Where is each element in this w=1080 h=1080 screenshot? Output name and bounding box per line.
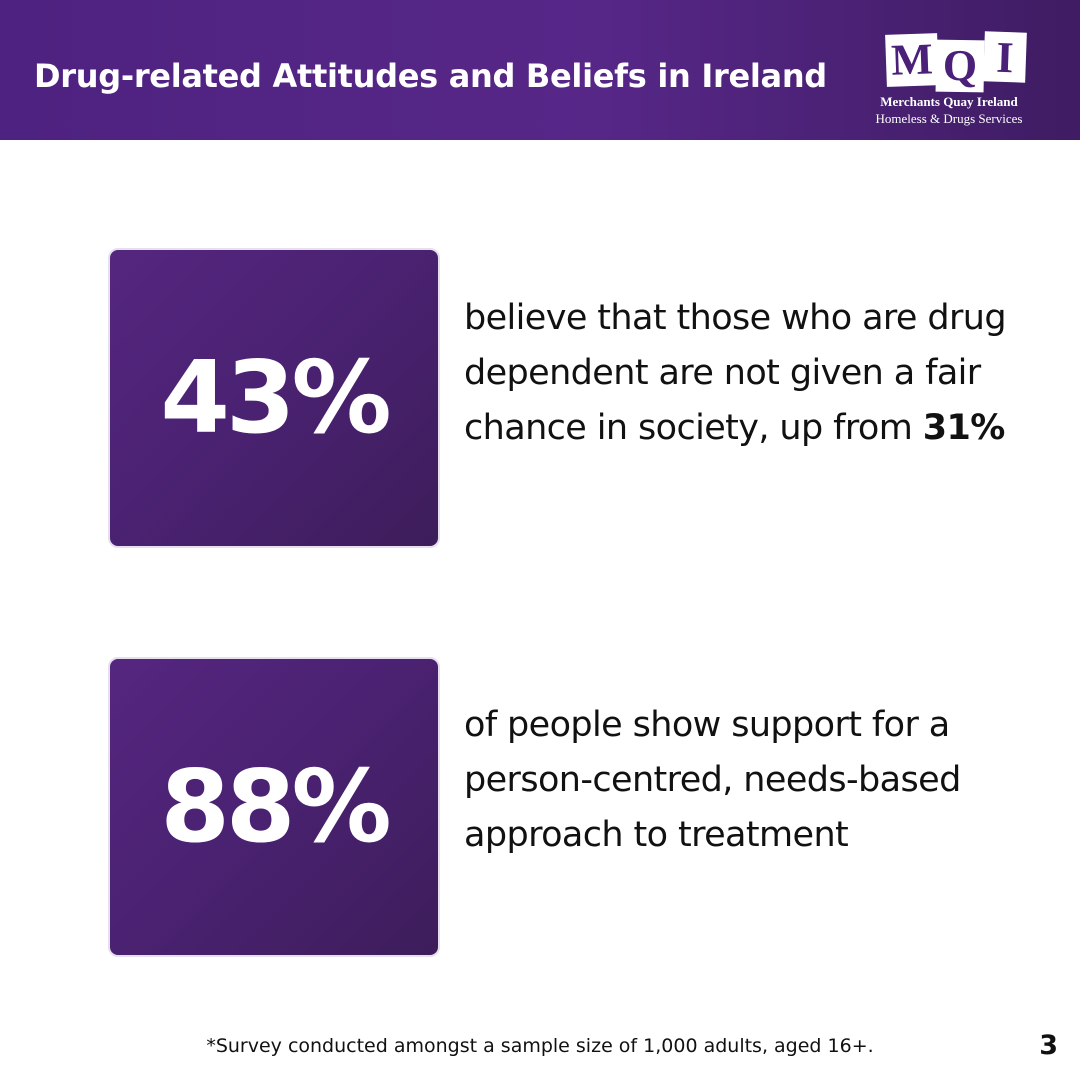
page-number: 3 xyxy=(1039,1030,1058,1061)
stat-description-text: believe that those who are drug dependen… xyxy=(464,298,1007,448)
stat-value: 88% xyxy=(160,748,391,865)
stat-description: of people show support for a person-cent… xyxy=(464,698,1024,863)
header-banner: Drug-related Attitudes and Beliefs in Ir… xyxy=(0,0,1080,140)
logo-tagline: Homeless & Drugs Services xyxy=(875,111,1023,126)
stat-highlight-value: 31% xyxy=(922,408,1006,448)
stat-box-43: 43% xyxy=(108,248,440,548)
stat-description-text: of people show support for a person-cent… xyxy=(464,705,961,855)
page-title: Drug-related Attitudes and Beliefs in Ir… xyxy=(34,57,827,95)
survey-footnote: *Survey conducted amongst a sample size … xyxy=(206,1035,874,1057)
logo-letter-m: M xyxy=(885,33,939,87)
logo-letter-i: I xyxy=(983,31,1027,83)
logo-lettermark: M Q I xyxy=(885,31,1030,93)
mqi-logo: M Q I Merchants Quay Ireland Homeless & … xyxy=(860,28,1060,130)
logo-letter-q: Q xyxy=(935,39,985,93)
stat-description: believe that those who are drug dependen… xyxy=(464,291,1024,456)
stat-value: 43% xyxy=(160,339,391,456)
logo-organization-name: Merchants Quay Ireland xyxy=(880,94,1018,109)
stat-box-88: 88% xyxy=(108,657,440,957)
